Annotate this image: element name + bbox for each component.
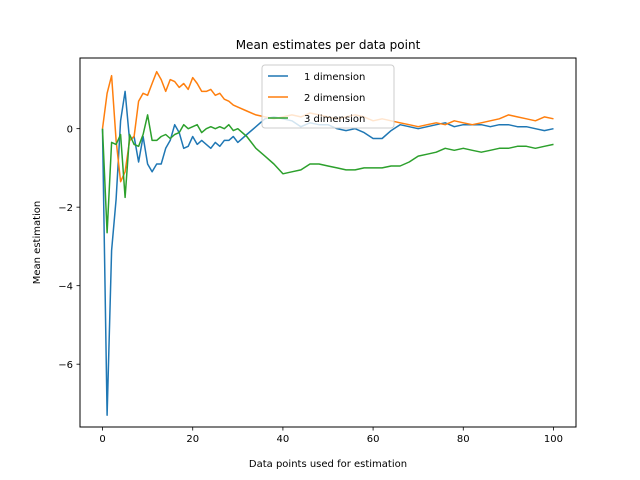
x-tick-label: 40 xyxy=(277,434,290,445)
x-tick-label: 60 xyxy=(367,434,380,445)
legend-label-1: 1 dimension xyxy=(304,72,365,83)
axes-frame xyxy=(79,57,577,428)
legend-label-3: 3 dimension xyxy=(304,114,365,125)
series-layer xyxy=(101,70,554,416)
x-axis-ticks: 0 20 40 60 80 100 xyxy=(99,427,563,445)
x-tick-label: 20 xyxy=(186,434,199,445)
legend: 1 dimension 2 dimension 3 dimension xyxy=(261,64,395,129)
x-tick-label: 0 xyxy=(99,434,105,445)
y-tick-label: −6 xyxy=(58,360,73,371)
y-axis-label: Mean estimation xyxy=(32,201,43,285)
series-line-2 xyxy=(101,70,554,183)
legend-label-2: 2 dimension xyxy=(304,93,365,104)
x-axis-label: Data points used for estimation xyxy=(249,459,407,470)
y-tick-label: 0 xyxy=(67,125,73,136)
x-tick-label: 80 xyxy=(457,434,470,445)
x-tick-label: 100 xyxy=(544,434,563,445)
y-axis-ticks: −6 −4 −2 0 xyxy=(58,125,80,371)
series-line-3 xyxy=(101,114,554,234)
y-tick-label: −4 xyxy=(58,282,73,293)
legend-box xyxy=(261,64,395,129)
y-tick-label: −2 xyxy=(58,203,73,214)
chart-title: Mean estimates per data point xyxy=(236,38,421,52)
series-line-1 xyxy=(101,90,554,416)
